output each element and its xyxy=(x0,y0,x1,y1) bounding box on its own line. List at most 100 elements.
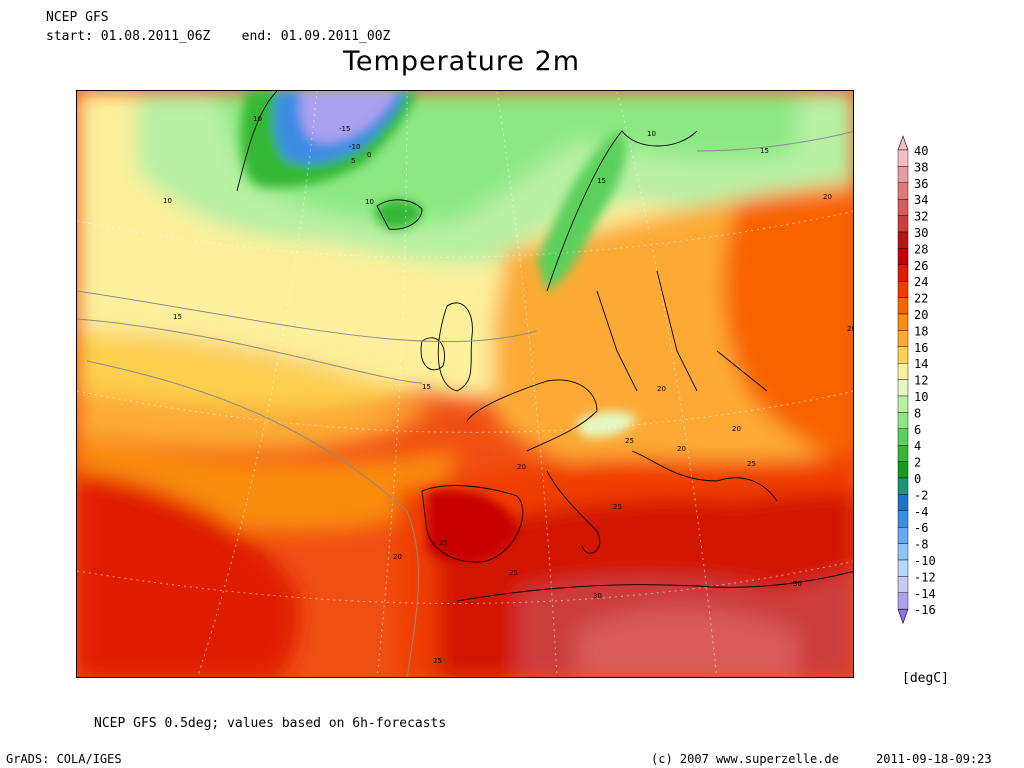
legend-label: -16 xyxy=(914,603,936,617)
legend-arrow-top xyxy=(897,135,909,151)
contour-label: -15 xyxy=(339,125,350,133)
legend-swatch xyxy=(897,346,909,364)
contour-label: -10 xyxy=(349,143,360,151)
legend-label: 36 xyxy=(914,177,928,191)
legend-swatch xyxy=(897,543,909,561)
legend-swatch xyxy=(897,280,909,298)
legend-swatch xyxy=(897,313,909,331)
legend-swatch xyxy=(897,248,909,266)
legend-swatch xyxy=(897,362,909,380)
field-europe-22 xyxy=(723,191,853,470)
graticule xyxy=(77,91,853,677)
legend-label: -4 xyxy=(914,505,928,519)
legend-swatch xyxy=(897,215,909,233)
contour-label: 20 xyxy=(393,553,402,561)
legend-label: -12 xyxy=(914,570,936,584)
legend-swatch xyxy=(897,592,909,610)
greenland-cold-2 xyxy=(300,91,397,143)
legend-swatch xyxy=(897,494,909,511)
contour-label: 25 xyxy=(625,437,634,445)
legend-swatch xyxy=(897,264,909,282)
model-name: NCEP GFS xyxy=(46,10,109,25)
field-africa-36 xyxy=(577,608,797,677)
iceland xyxy=(375,199,422,230)
contours xyxy=(77,130,853,677)
legend-label: -14 xyxy=(914,587,936,601)
legend-label: 18 xyxy=(914,324,928,338)
legend-label: 16 xyxy=(914,341,928,355)
legend-swatch xyxy=(897,428,909,446)
legend-unit: [degC] xyxy=(902,671,949,686)
legend-swatch xyxy=(897,395,909,413)
contour-label: 0 xyxy=(367,151,371,159)
copyright-text: (c) 2007 www.superzelle.de xyxy=(651,752,839,766)
legend-label: 34 xyxy=(914,193,928,207)
contour-label: 20 xyxy=(732,425,741,433)
legend-label: -6 xyxy=(914,521,928,535)
legend-label: 0 xyxy=(914,472,921,486)
legend-arrow-bottom xyxy=(897,608,909,625)
legend-swatch xyxy=(897,576,909,593)
scandinavia-green xyxy=(537,131,627,291)
contour-label: 30 xyxy=(793,580,802,588)
legend-swatch xyxy=(897,510,909,528)
legend-label: 26 xyxy=(914,259,928,273)
contour-label: 15 xyxy=(422,383,431,391)
field-16 xyxy=(77,331,427,410)
contour-label: 10 xyxy=(365,198,374,206)
contour-label: 10 xyxy=(647,130,656,138)
field-18 xyxy=(77,391,437,451)
contour-label: 20 xyxy=(847,325,854,333)
contour-label: 25 xyxy=(747,460,756,468)
map-title: Temperature 2m xyxy=(343,46,581,77)
legend-label: 22 xyxy=(914,292,928,306)
contour-label: 30 xyxy=(593,592,602,600)
contour-label: 5 xyxy=(351,157,355,165)
contour-label: 15 xyxy=(173,313,182,321)
contour-label: 20 xyxy=(657,385,666,393)
contour-label: 20 xyxy=(677,445,686,453)
legend-label: 30 xyxy=(914,226,928,240)
iberia-hot xyxy=(427,489,517,562)
legend-swatch xyxy=(897,527,909,544)
contour-label: 25 xyxy=(509,569,518,577)
legend-label: 2 xyxy=(914,456,921,470)
legend-label: 8 xyxy=(914,406,921,420)
legend-swatch xyxy=(897,412,909,429)
legend-label: 38 xyxy=(914,160,928,174)
color-legend: 4038363432302826242220181614121086420-2-… xyxy=(897,135,936,625)
legend-label: 28 xyxy=(914,242,928,256)
temperature-map: -15 -10 5 0 10 10 10 10 15 15 15 20 20 2… xyxy=(76,90,854,678)
forecast-period: start: 01.08.2011_06Z end: 01.09.2011_00… xyxy=(46,29,391,44)
legend-label: 24 xyxy=(914,275,928,289)
legend-label: -10 xyxy=(914,554,936,568)
contour-label: 25 xyxy=(439,539,448,547)
legend-swatch xyxy=(897,445,909,462)
data-note: NCEP GFS 0.5deg; values based on 6h-fore… xyxy=(94,716,447,731)
legend-swatch xyxy=(897,559,909,577)
contour-label: 15 xyxy=(597,177,606,185)
legend-swatch xyxy=(897,330,909,347)
legend-label: 20 xyxy=(914,308,928,322)
contour-label: 10 xyxy=(163,197,172,205)
legend-label: 40 xyxy=(914,144,928,158)
field-atl-26 xyxy=(77,471,299,677)
contour-label: 15 xyxy=(760,147,769,155)
software-credit: GrADS: COLA/IGES xyxy=(6,752,122,766)
legend-label: 10 xyxy=(914,390,928,404)
contour-label-layer: -15 -10 5 0 10 10 10 10 15 15 15 20 20 2… xyxy=(163,115,854,665)
legend-swatch xyxy=(897,477,909,495)
legend-swatch xyxy=(897,379,909,397)
legend-swatch xyxy=(897,297,909,315)
legend-label: 4 xyxy=(914,439,921,453)
legend-label: 6 xyxy=(914,423,921,437)
legend-label: 32 xyxy=(914,210,928,224)
alps xyxy=(577,411,637,438)
legend-label: -8 xyxy=(914,538,928,552)
contour-label: 20 xyxy=(517,463,526,471)
legend-swatch xyxy=(897,461,909,479)
legend-swatch xyxy=(897,182,909,200)
temperature-field: -15 -10 5 0 10 10 10 10 15 15 15 20 20 2… xyxy=(77,91,854,677)
legend-swatch xyxy=(897,231,909,249)
legend-label: 12 xyxy=(914,374,928,388)
